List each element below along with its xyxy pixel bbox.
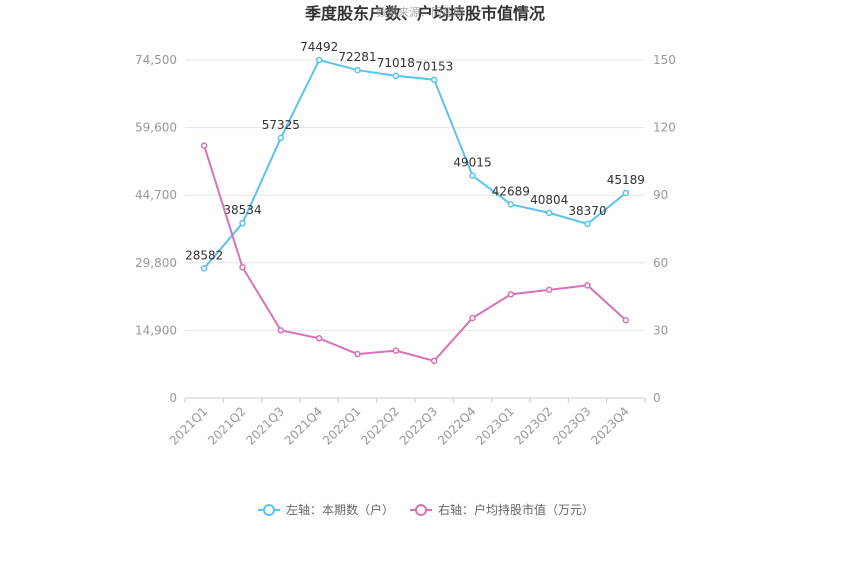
data-point[interactable] <box>392 72 400 80</box>
left-tick-label: 0 <box>169 391 177 405</box>
data-point[interactable] <box>315 56 323 64</box>
data-label: 45189 <box>607 173 645 187</box>
data-point[interactable] <box>239 264 246 271</box>
data-label: 38370 <box>568 204 606 218</box>
series-line-1 <box>203 145 627 362</box>
data-label: 40804 <box>530 193 568 207</box>
data-point[interactable] <box>469 172 476 179</box>
data-point[interactable] <box>507 201 515 208</box>
watermark: 数据来源：同花顺 <box>376 5 464 19</box>
x-tick-label: 2023Q2 <box>512 404 556 448</box>
right-tick-label: 30 <box>653 323 668 337</box>
data-point[interactable] <box>430 76 438 83</box>
x-tick-label: 2021Q4 <box>282 404 326 448</box>
right-tick-label: 0 <box>653 391 661 405</box>
left-tick-label: 29,800 <box>135 256 177 270</box>
grid-lines <box>185 59 645 331</box>
data-label: 57325 <box>262 118 300 132</box>
legend[interactable]: 左轴：本期数（户） 右轴：户均持股市值（万元） <box>258 502 594 517</box>
data-point[interactable] <box>469 314 476 322</box>
right-axis: 0 30 60 90 120 150 <box>653 53 676 405</box>
right-tick-label: 60 <box>653 256 668 270</box>
right-tick-label: 120 <box>653 121 676 135</box>
data-point[interactable] <box>354 66 361 74</box>
data-point[interactable] <box>584 282 591 289</box>
data-point[interactable] <box>200 265 208 272</box>
chart-title: 季度股东户数、户均持股市值情况 <box>304 4 545 23</box>
x-tick-label: 2022Q2 <box>358 404 402 448</box>
data-point[interactable] <box>354 350 361 358</box>
legend-item-0[interactable]: 左轴：本期数（户） <box>258 502 394 517</box>
left-axis: 0 14,900 29,800 44,700 59,600 74,500 <box>135 53 177 405</box>
data-label: 70153 <box>415 60 453 74</box>
data-label: 42689 <box>492 184 530 198</box>
x-tick-label: 2022Q1 <box>320 404 364 448</box>
x-tick-label: 2023Q1 <box>473 404 517 448</box>
legend-item-1[interactable]: 右轴：户均持股市值（万元） <box>410 502 594 517</box>
left-tick-label: 44,700 <box>135 188 177 202</box>
x-tick-label: 2021Q3 <box>243 404 287 448</box>
data-point[interactable] <box>430 357 438 365</box>
data-label: 72281 <box>338 50 376 64</box>
data-label: 71018 <box>377 56 415 70</box>
x-tick-label: 2023Q4 <box>588 404 632 448</box>
left-tick-label: 14,900 <box>135 323 177 337</box>
x-tick-label: 2022Q3 <box>397 404 441 448</box>
data-point[interactable] <box>200 142 208 149</box>
data-point[interactable] <box>507 291 515 298</box>
data-point[interactable] <box>315 335 323 342</box>
left-tick-label: 59,600 <box>135 121 177 135</box>
right-tick-label: 150 <box>653 53 676 67</box>
data-point[interactable] <box>277 327 285 334</box>
right-tick-label: 90 <box>653 188 668 202</box>
series-line-0 <box>203 58 627 269</box>
data-point[interactable] <box>277 134 285 142</box>
legend-marker <box>263 504 275 516</box>
data-point[interactable] <box>545 286 553 294</box>
x-axis: 2021Q12021Q22021Q32021Q42022Q12022Q22022… <box>167 397 646 448</box>
data-point[interactable] <box>622 317 630 324</box>
legend-label: 左轴：本期数（户） <box>286 502 394 517</box>
data-label: 74492 <box>300 40 338 54</box>
data-point[interactable] <box>545 209 553 217</box>
legend-label: 右轴：户均持股市值（万元） <box>438 502 594 517</box>
data-point[interactable] <box>622 189 630 197</box>
data-label: 28582 <box>185 248 223 262</box>
data-label: 49015 <box>453 156 491 170</box>
left-tick-label: 74,500 <box>135 53 177 67</box>
data-point[interactable] <box>584 220 591 228</box>
data-point[interactable] <box>239 219 246 227</box>
x-tick-label: 2021Q1 <box>167 404 211 448</box>
x-tick-label: 2021Q2 <box>205 404 249 448</box>
data-point[interactable] <box>392 347 400 354</box>
legend-marker <box>415 504 427 516</box>
x-tick-label: 2023Q3 <box>550 404 594 448</box>
data-label: 38534 <box>223 203 261 217</box>
x-tick-label: 2022Q4 <box>435 404 479 448</box>
